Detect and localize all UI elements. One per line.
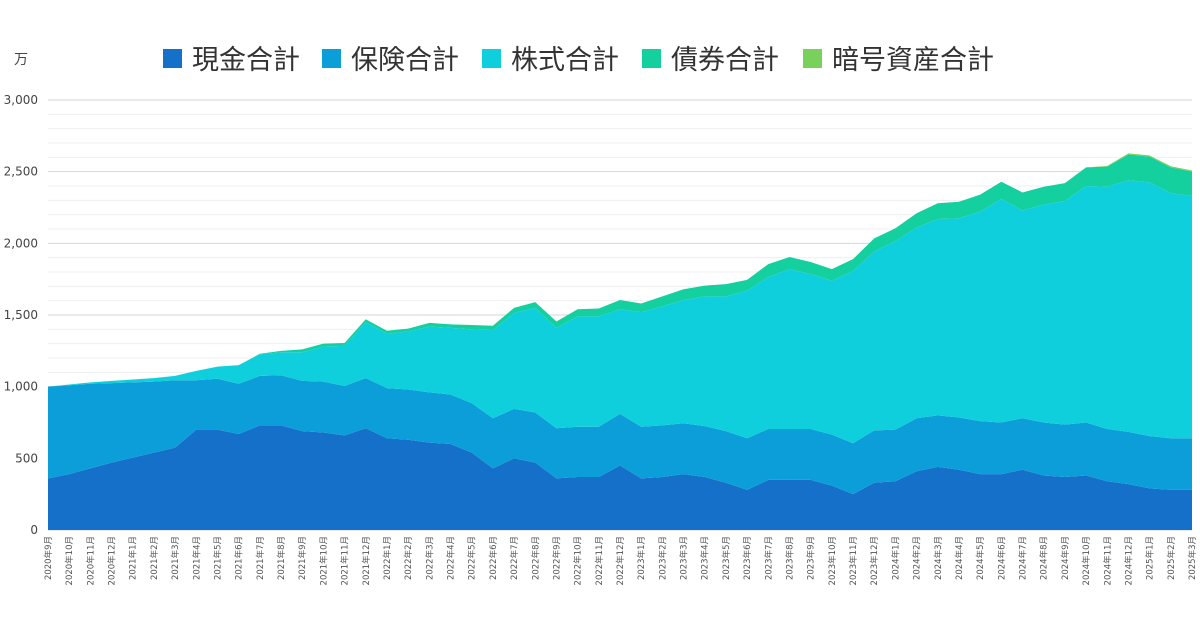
legend-label: 保険合計 bbox=[351, 45, 459, 76]
x-tick-label: 2023年8月 bbox=[784, 536, 795, 580]
x-tick-label: 2022年4月 bbox=[446, 536, 457, 580]
x-tick-label: 2025年3月 bbox=[1187, 536, 1198, 580]
legend-swatch bbox=[803, 49, 822, 68]
area-series-1 bbox=[48, 425, 1192, 530]
x-tick-label: 2020年10月 bbox=[64, 536, 75, 585]
x-tick-label: 2022年5月 bbox=[467, 536, 478, 580]
x-tick-label: 2021年5月 bbox=[212, 536, 223, 580]
x-tick-label: 2023年3月 bbox=[679, 536, 690, 580]
x-tick-label: 2024年7月 bbox=[1018, 536, 1029, 580]
x-tick-label: 2022年9月 bbox=[551, 536, 562, 580]
x-tick-label: 2021年7月 bbox=[255, 536, 266, 580]
y-tick-label: 500 bbox=[15, 451, 38, 465]
x-tick-label: 2025年2月 bbox=[1166, 536, 1177, 580]
x-tick-label: 2021年1月 bbox=[128, 536, 139, 580]
x-tick-label: 2024年4月 bbox=[954, 536, 965, 580]
x-tick-label: 2021年2月 bbox=[149, 536, 160, 580]
legend-swatch bbox=[482, 49, 501, 68]
x-tick-label: 2023年10月 bbox=[827, 536, 838, 585]
legend-label: 現金合計 bbox=[192, 45, 300, 76]
x-tick-label: 2024年12月 bbox=[1123, 536, 1134, 585]
legend: 現金合計 保険合計 株式合計 債券合計 暗号資産合計 bbox=[163, 45, 994, 76]
x-tick-label: 2022年6月 bbox=[488, 536, 499, 580]
y-tick-label: 3,000 bbox=[4, 93, 38, 107]
legend-swatch bbox=[322, 49, 341, 68]
x-tick-label: 2021年3月 bbox=[170, 536, 181, 580]
x-tick-label: 2023年4月 bbox=[700, 536, 711, 580]
x-tick-label: 2022年8月 bbox=[530, 536, 541, 580]
x-tick-label: 2024年3月 bbox=[933, 536, 944, 580]
x-tick-label: 2024年9月 bbox=[1060, 536, 1071, 580]
area-series-group bbox=[48, 153, 1192, 530]
area-series-3 bbox=[48, 180, 1192, 444]
y-tick-label: 1,000 bbox=[4, 380, 38, 394]
x-axis-ticks: 2020年9月 2020年10月 2020年11月 2020年12月 2021年1月 20… bbox=[43, 536, 1198, 585]
x-tick-label: 2023年9月 bbox=[806, 536, 817, 580]
x-tick-label: 2022年2月 bbox=[403, 536, 414, 580]
x-tick-label: 2021年9月 bbox=[297, 536, 308, 580]
x-tick-label: 2023年7月 bbox=[763, 536, 774, 580]
x-tick-label: 2023年11月 bbox=[848, 536, 859, 585]
y-tick-label: 0 bbox=[30, 523, 38, 537]
x-tick-label: 2022年10月 bbox=[573, 536, 584, 585]
legend-swatch bbox=[642, 49, 661, 68]
y-unit-label: 万 bbox=[14, 52, 28, 68]
x-tick-label: 2020年11月 bbox=[85, 536, 96, 585]
x-tick-label: 2022年12月 bbox=[615, 536, 626, 585]
x-tick-label: 2020年9月 bbox=[43, 536, 54, 580]
y-tick-label: 2,500 bbox=[4, 165, 38, 179]
x-tick-label: 2025年1月 bbox=[1145, 536, 1156, 580]
x-tick-label: 2021年11月 bbox=[340, 536, 351, 585]
legend-label: 暗号資産合計 bbox=[832, 45, 994, 76]
x-tick-label: 2021年8月 bbox=[276, 536, 287, 580]
x-tick-label: 2024年8月 bbox=[1039, 536, 1050, 580]
x-tick-label: 2024年1月 bbox=[890, 536, 901, 580]
x-tick-label: 2024年10月 bbox=[1081, 536, 1092, 585]
x-tick-label: 2022年7月 bbox=[509, 536, 520, 580]
x-tick-label: 2024年11月 bbox=[1102, 536, 1113, 585]
x-tick-label: 2023年6月 bbox=[742, 536, 753, 580]
x-tick-label: 2022年11月 bbox=[594, 536, 605, 585]
x-tick-label: 2023年2月 bbox=[657, 536, 668, 580]
x-tick-label: 2020年12月 bbox=[107, 536, 118, 585]
x-tick-label: 2023年5月 bbox=[721, 536, 732, 580]
x-tick-label: 2023年12月 bbox=[869, 536, 880, 585]
y-tick-label: 2,000 bbox=[4, 236, 38, 250]
legend-label: 債券合計 bbox=[671, 45, 779, 76]
x-tick-label: 2024年2月 bbox=[912, 536, 923, 580]
y-axis-ticks: 0 500 1,000 1,500 2,000 2,500 3,000 bbox=[4, 93, 38, 537]
x-tick-label: 2021年12月 bbox=[361, 536, 372, 585]
x-tick-label: 2022年1月 bbox=[382, 536, 393, 580]
x-tick-label: 2021年10月 bbox=[318, 536, 329, 585]
x-tick-label: 2024年6月 bbox=[996, 536, 1007, 580]
y-tick-label: 1,500 bbox=[4, 308, 38, 322]
x-tick-label: 2021年6月 bbox=[234, 536, 245, 580]
area-series-2 bbox=[48, 375, 1192, 495]
x-tick-label: 2024年5月 bbox=[975, 536, 986, 580]
area-series-4 bbox=[48, 154, 1192, 387]
x-tick-label: 2023年1月 bbox=[636, 536, 647, 580]
legend-swatch bbox=[163, 49, 182, 68]
legend-label: 株式合計 bbox=[511, 45, 619, 76]
x-tick-label: 2022年3月 bbox=[424, 536, 435, 580]
x-tick-label: 2021年4月 bbox=[191, 536, 202, 580]
